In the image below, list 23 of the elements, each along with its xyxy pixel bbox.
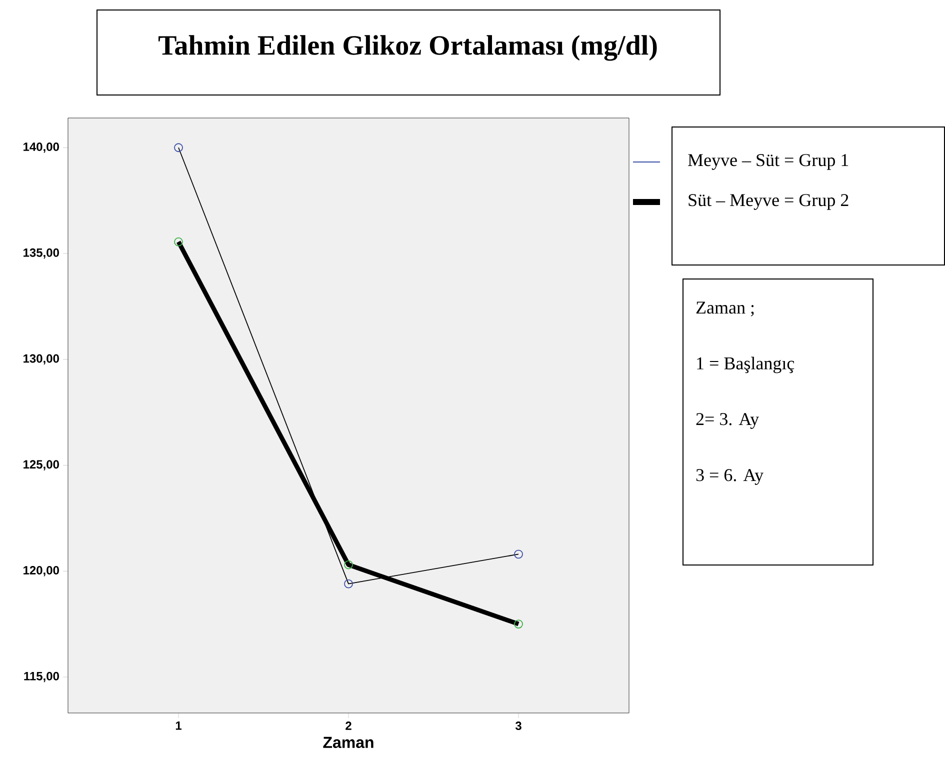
text: Zaman ; [696, 302, 754, 316]
text: 1 = Başlangıç [697, 356, 794, 374]
point [514, 620, 523, 628]
x-tick-label: 1 [176, 722, 182, 730]
y-tick-label: 135,00 [24, 248, 59, 259]
point [174, 237, 183, 246]
y-tick-label: 120,00 [24, 566, 59, 576]
text: 3 = 6. Ay [696, 469, 764, 485]
y-tick-label: 140,00 [24, 142, 59, 153]
x-tick-label: 3 [515, 722, 522, 730]
point [344, 560, 353, 570]
legend-label: Meyve – Süt = Grup 1 [688, 154, 848, 170]
x-tick-label: 2 [346, 722, 352, 730]
point [174, 143, 183, 152]
text: 2= 3. Ay [696, 413, 759, 429]
point [344, 579, 353, 588]
chart-title: Tahmin Edilen Glikoz Ortalaması (mg/dl) [158, 35, 657, 61]
y-tick-label: 130,00 [24, 354, 59, 364]
point [514, 550, 523, 559]
y-tick-label: 125,00 [24, 460, 59, 470]
x-axis-title: Zaman [323, 736, 374, 748]
legend-label: Süt – Meyve = Grup 2 [688, 194, 848, 210]
y-tick-label: 115,00 [24, 672, 59, 682]
